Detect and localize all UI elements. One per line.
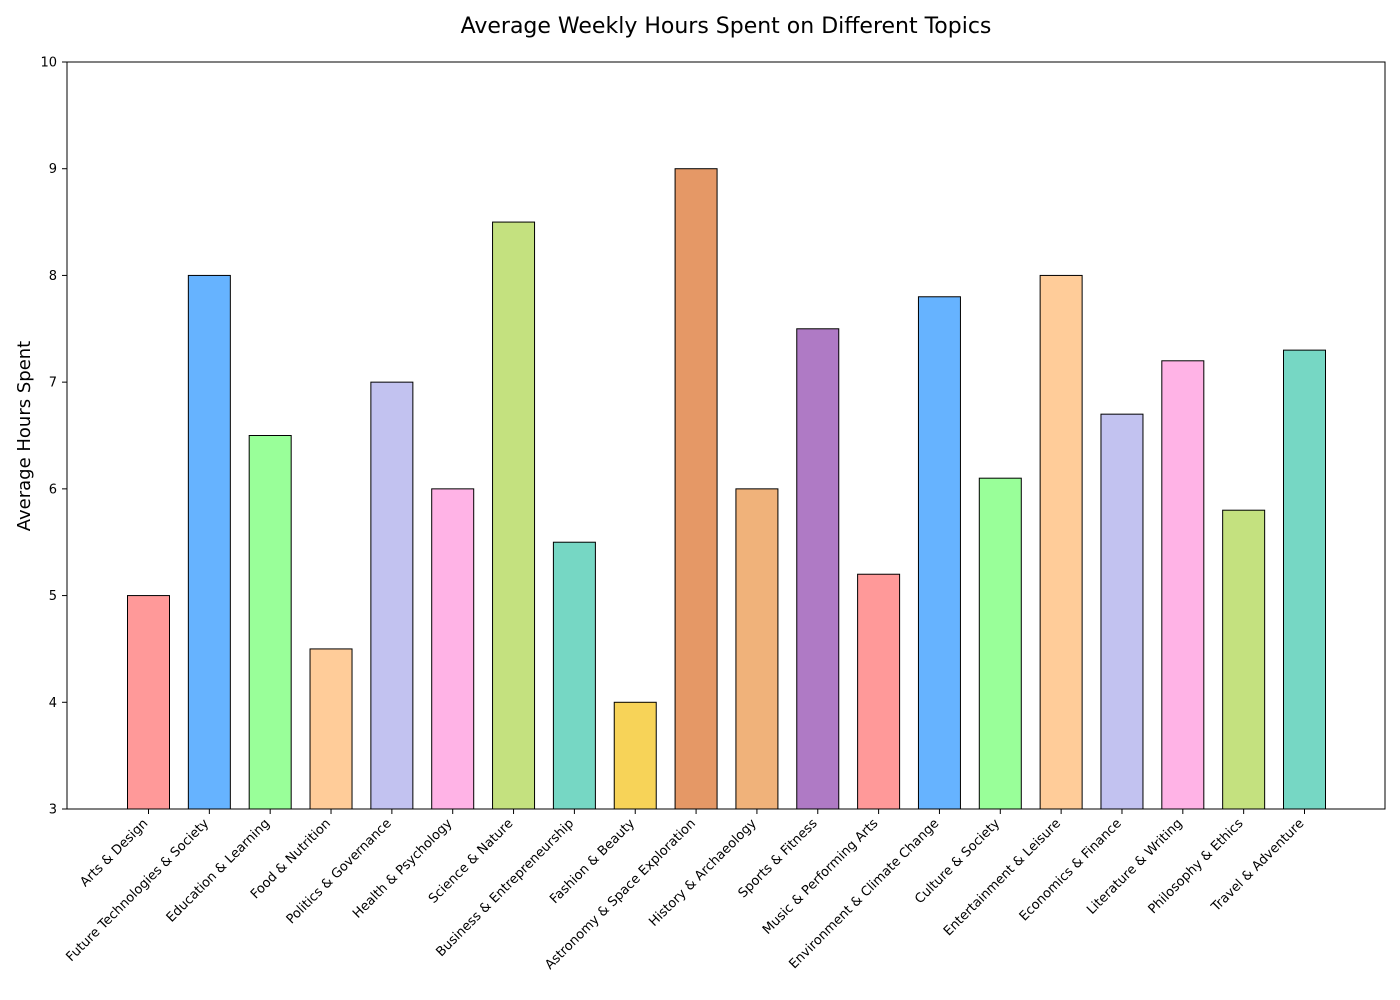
bar xyxy=(917,296,961,810)
y-tick-label: 10 xyxy=(40,56,57,71)
bar xyxy=(1039,274,1083,810)
y-tick-label: 3 xyxy=(49,803,57,818)
bar xyxy=(1161,360,1205,810)
chart-title: Average Weekly Hours Spent on Different … xyxy=(461,14,992,39)
y-tick-label: 5 xyxy=(49,589,57,604)
x-tick-label: Education & Learning xyxy=(164,816,273,925)
y-axis: 3 4 5 6 7 8 9 10 xyxy=(40,56,67,818)
bars-group xyxy=(127,168,1326,810)
bar xyxy=(370,381,414,810)
bar xyxy=(1100,413,1144,810)
bar xyxy=(552,541,596,810)
y-tick-label: 4 xyxy=(49,696,57,711)
bar xyxy=(857,573,901,810)
x-tick-label: Economics & Finance xyxy=(1017,816,1125,924)
x-tick-label: History & Archaeology xyxy=(646,816,760,930)
y-tick-label: 7 xyxy=(49,376,57,391)
bar xyxy=(127,595,170,810)
bar xyxy=(978,477,1022,810)
bar xyxy=(735,488,779,810)
y-tick-label: 6 xyxy=(49,482,57,497)
bar xyxy=(674,168,718,810)
bar xyxy=(796,328,840,810)
bar xyxy=(613,701,657,810)
bar xyxy=(309,648,353,810)
x-tick-label: Entertainment & Leisure xyxy=(941,816,1064,939)
bar xyxy=(492,221,536,810)
plot-frame xyxy=(66,61,1386,810)
x-tick-label: Health & Psychology xyxy=(350,816,456,922)
x-tick-label: Music & Performing Arts xyxy=(760,816,882,938)
bar xyxy=(248,435,292,810)
x-tick-label: Politics & Governance xyxy=(284,816,395,927)
bar xyxy=(1283,349,1326,810)
bar xyxy=(431,488,475,810)
y-axis-label: Average Hours Spent xyxy=(14,341,35,532)
bar xyxy=(1222,509,1266,810)
bar xyxy=(187,274,231,810)
y-tick-label: 9 xyxy=(49,162,57,177)
y-tick-label: 8 xyxy=(49,269,57,284)
